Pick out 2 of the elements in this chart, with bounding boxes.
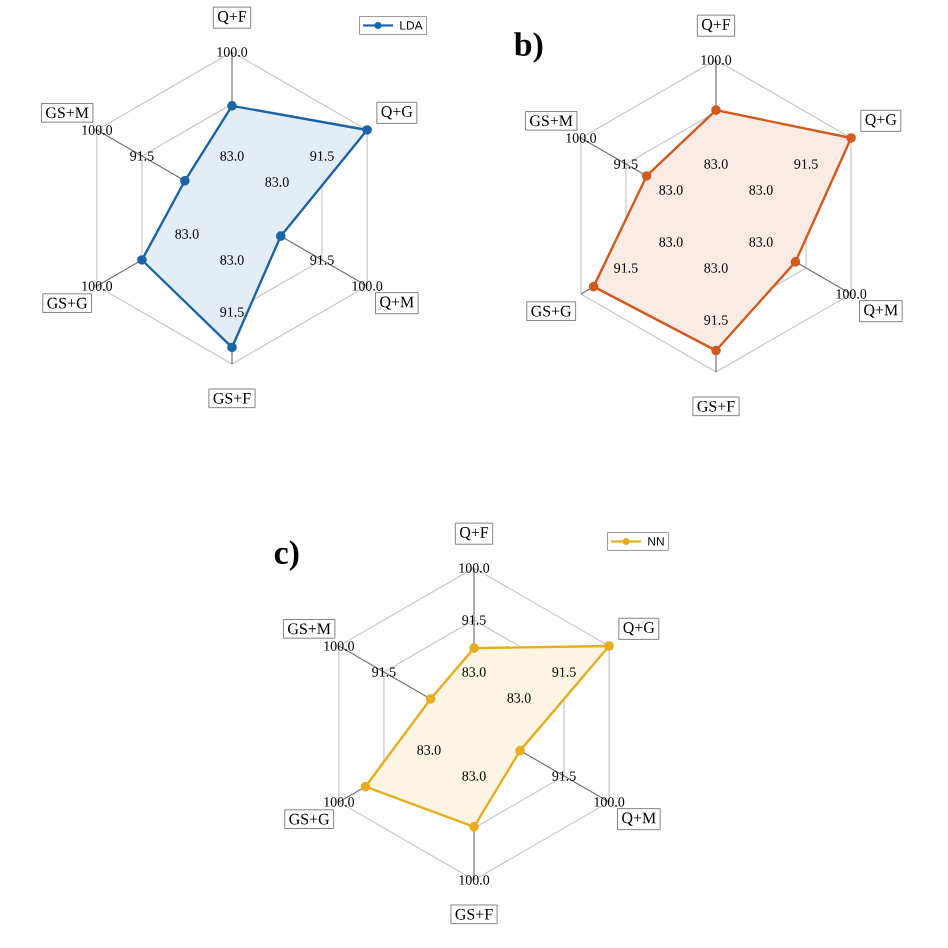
chart-title: b) [514,32,543,63]
chart-title: c) [274,540,299,571]
